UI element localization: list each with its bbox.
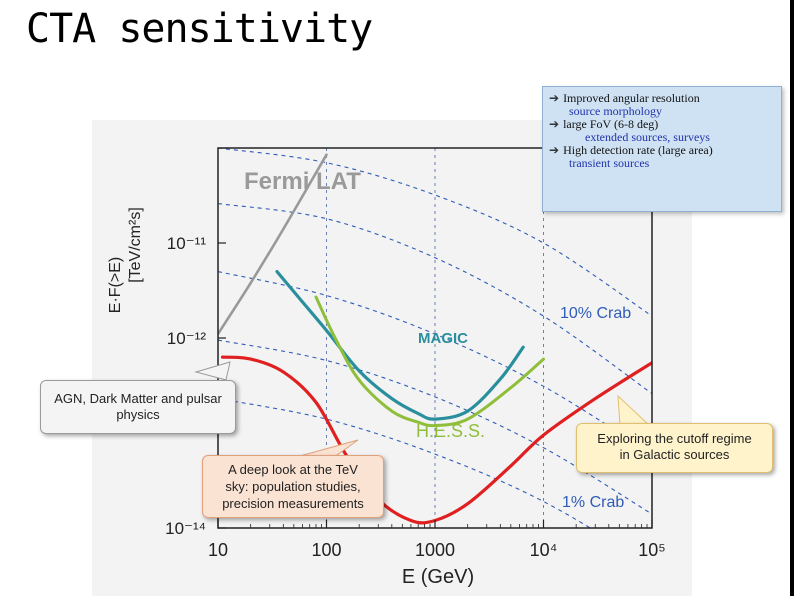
x-tick-label: 100 [311, 540, 341, 560]
magic-label: MAGIC [418, 330, 468, 347]
callout-agn-dark-matter: AGN, Dark Matter and pulsar physics [40, 380, 236, 434]
callout-cutoff-regime: Exploring the cutoff regime in Galactic … [576, 423, 773, 473]
series-magic-line [275, 270, 525, 421]
hess-label: H.E.S.S. [416, 421, 485, 441]
callout-line: physics [116, 407, 160, 422]
agn-callout-pointer [194, 361, 231, 381]
callout-line: Exploring the cutoff regime [597, 431, 752, 446]
info-row-main: ➔ Improved angular resolution [549, 91, 700, 105]
tick-layer: 10 100 1000 10⁴ 10⁵ 10⁻¹¹ 10⁻¹² 10⁻¹⁴ [165, 234, 666, 560]
y-tick-label: 10⁻¹¹ [167, 234, 207, 253]
x-tick-label: 10⁵ [638, 540, 665, 560]
series-h-e-s-s-line [314, 295, 545, 428]
callout-line: AGN, Dark Matter and pulsar [54, 391, 222, 406]
fermi-lat-label: Fermi LAT [244, 168, 361, 195]
cta-features-box: ➔ Improved angular resolution source morp… [542, 86, 782, 212]
series-cta-line [220, 355, 652, 525]
callout-line: sky: population studies, [225, 479, 361, 494]
y-tick-label: 10⁻¹² [167, 329, 207, 348]
info-row-sub: transient sources [569, 156, 650, 170]
callout-deep-look: A deep look at the TeV sky: population s… [202, 455, 384, 518]
info-row-main: ➔ High detection rate (large area) [549, 143, 713, 157]
crab-1pct-label: 1% Crab [562, 494, 624, 511]
series-layer [218, 153, 652, 525]
arrow-icon: ➔ [549, 143, 560, 157]
slide-title: CTA sensitivity [26, 6, 373, 52]
cutoff-callout-pointer [617, 394, 652, 427]
x-tick-label: 1000 [415, 540, 455, 560]
x-tick-label: 10⁴ [530, 540, 558, 560]
arrow-icon: ➔ [549, 117, 560, 131]
crab-10pct-label: 10% Crab [560, 305, 631, 322]
crab-reference-curve [218, 203, 652, 395]
info-row-main: ➔ large FoV (6-8 deg) [549, 117, 659, 131]
slide-edge [790, 0, 794, 596]
callout-line: precision measurements [222, 496, 364, 511]
callout-line: in Galactic sources [619, 447, 730, 462]
x-tick-label: 10 [208, 540, 228, 560]
crab-reference-curve [218, 398, 592, 528]
callout-line: A deep look at the TeV [228, 462, 358, 477]
y-tick-label: 10⁻¹⁴ [165, 519, 206, 538]
info-row-sub: extended sources, surveys [585, 130, 710, 144]
crab-reference-curve [218, 271, 652, 455]
series-fermi-lat-line [218, 153, 328, 336]
info-row-sub: source morphology [569, 104, 662, 118]
y-axis-label-line2: [TeV/cm²s] [127, 207, 144, 283]
y-axis-label-line1: E·F(>E) [107, 257, 124, 313]
x-axis-label: E (GeV) [402, 566, 474, 588]
crab-reference-curve [218, 148, 652, 317]
arrow-icon: ➔ [549, 91, 560, 105]
